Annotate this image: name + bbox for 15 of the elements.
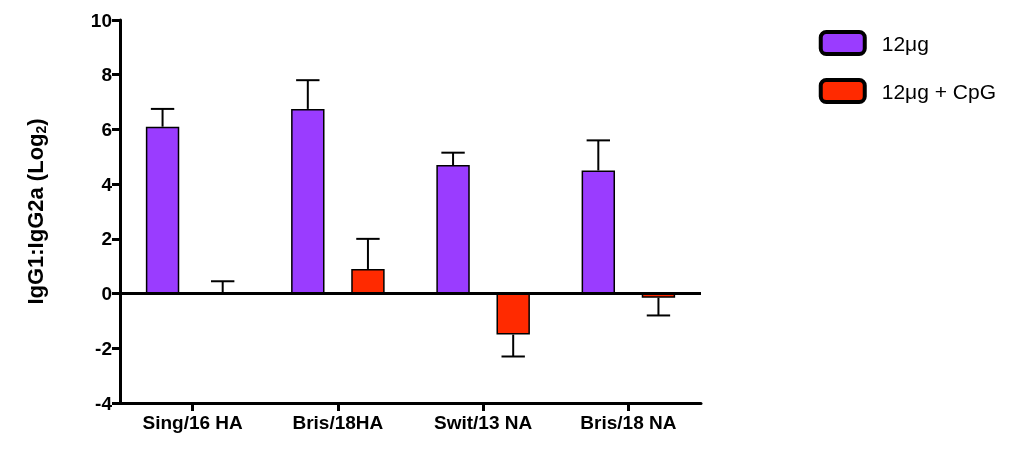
y-tick-label: 4 [101,173,113,195]
legend-label: 12μg [881,31,929,55]
x-tick-label: Bris/18 NA [580,412,677,433]
y-tick-label: 10 [90,9,112,31]
y-axis-title: IgG1:IgG2a (Log2) [22,118,49,305]
y-tick-label: 8 [101,64,112,86]
x-tick-label: Bris/18HA [292,412,384,433]
y-tick-label: 6 [101,118,112,140]
y-tick-label: -4 [95,392,113,414]
y-tick-label: -2 [95,337,112,359]
x-tick-label: Sing/16 HA [142,412,244,433]
legend-label: 12μg + CpG [881,79,996,103]
y-tick-label: 0 [101,283,112,305]
y-tick-label: 2 [101,228,112,250]
x-tick-label: Swit/13 NA [434,412,533,433]
